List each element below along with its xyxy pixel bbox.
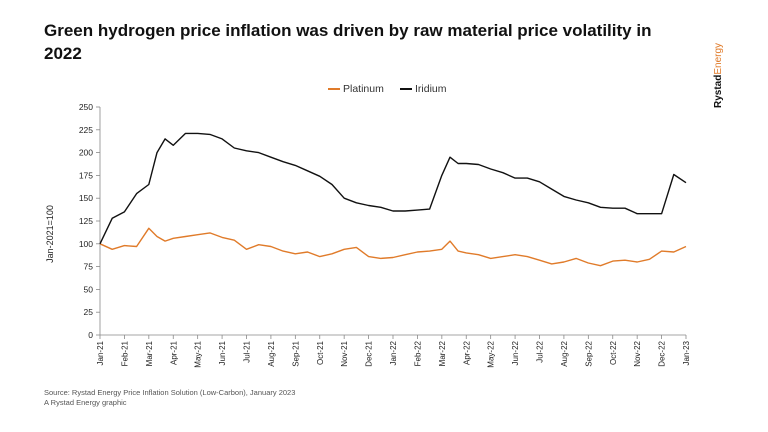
y-tick-label: 175	[79, 170, 93, 180]
x-tick-label: Mar-21	[145, 340, 154, 366]
x-tick-label: Feb-22	[413, 340, 422, 366]
credit-note: A Rystad Energy graphic	[44, 398, 127, 407]
chart-legend: Platinum Iridium	[0, 83, 768, 97]
x-tick-label: May-21	[194, 340, 203, 367]
x-tick-label: May-22	[487, 340, 496, 367]
x-tick-label: Sep-21	[291, 340, 300, 366]
x-tick-label: Feb-21	[120, 340, 129, 366]
legend-swatch-iridium	[400, 88, 412, 90]
y-tick-label: 100	[79, 239, 93, 249]
x-tick-label: Nov-22	[633, 340, 642, 366]
legend-label-iridium: Iridium	[415, 83, 447, 95]
y-tick-label: 50	[84, 284, 94, 294]
x-tick-label: Jun-21	[218, 340, 227, 365]
x-tick-label: Apr-22	[462, 340, 471, 365]
legend-item-platinum: Platinum	[328, 83, 384, 95]
y-tick-label: 200	[79, 148, 93, 158]
x-tick-label: Aug-22	[560, 340, 569, 366]
y-axis-label: Jan-2021=100	[45, 205, 55, 263]
x-tick-label: Dec-22	[658, 340, 667, 366]
x-tick-label: Oct-21	[316, 340, 325, 365]
legend-item-iridium: Iridium	[400, 83, 447, 95]
legend-label-platinum: Platinum	[343, 83, 384, 95]
chart-title: Green hydrogen price inflation was drive…	[44, 21, 652, 63]
series-line-iridium	[99, 132, 687, 245]
x-tick-label: Jan-21	[96, 340, 105, 365]
x-tick-label: Jul-22	[536, 340, 545, 362]
y-tick-label: 125	[79, 216, 93, 226]
x-tick-label: Nov-21	[340, 340, 349, 366]
y-tick-label: 75	[84, 262, 94, 272]
x-tick-label: Jun-22	[511, 340, 520, 365]
legend-swatch-platinum	[328, 88, 340, 90]
x-tick-label: Jan-23	[682, 340, 691, 365]
y-tick-label: 150	[79, 193, 93, 203]
chart-footer: Source: Rystad Energy Price Inflation So…	[44, 388, 295, 408]
x-tick-label: Aug-21	[267, 340, 276, 366]
x-tick-label: Jan-22	[389, 340, 398, 365]
y-tick-label: 250	[79, 102, 93, 112]
x-tick-label: Jul-21	[243, 340, 252, 362]
y-tick-label: 25	[84, 307, 94, 317]
x-tick-label: Mar-22	[438, 340, 447, 366]
x-tick-label: Sep-22	[584, 340, 593, 366]
source-note: Source: Rystad Energy Price Inflation So…	[44, 388, 296, 397]
x-tick-label: Dec-21	[365, 340, 374, 366]
series-line-platinum	[99, 227, 687, 267]
x-tick-label: Apr-21	[169, 340, 178, 365]
x-tick-label: Oct-22	[609, 340, 618, 365]
y-tick-label: 0	[88, 330, 93, 340]
y-tick-label: 225	[79, 125, 93, 135]
